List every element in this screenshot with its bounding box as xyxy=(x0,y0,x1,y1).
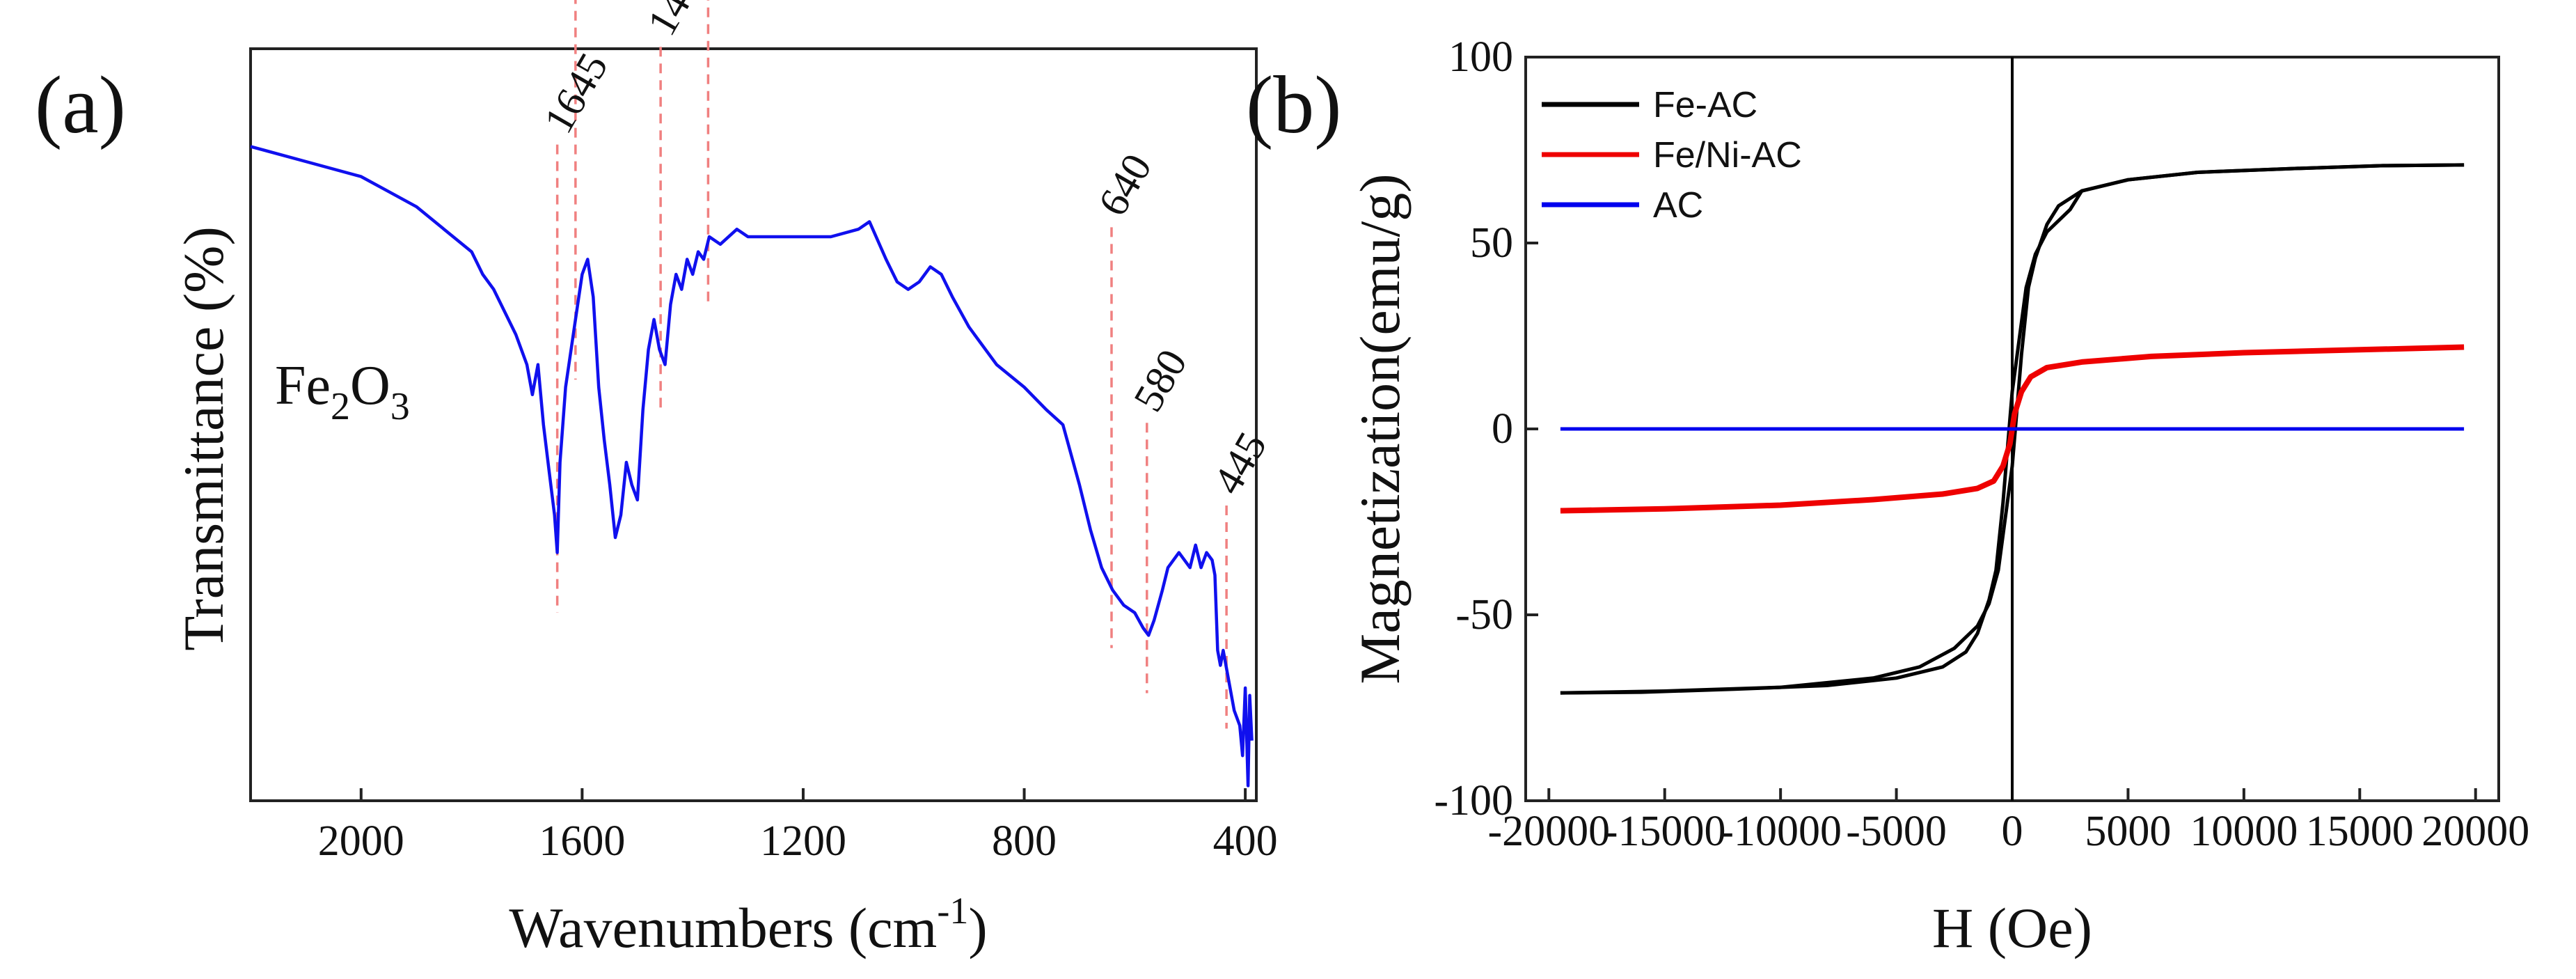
chart-a-y-axis-title: Transmittance (%) xyxy=(172,226,235,651)
chart-b-y-tick-label: 100 xyxy=(1448,33,1513,81)
chart-b-x-axis-title: H (Oe) xyxy=(1932,896,2092,960)
chart-a-peak-labels: 1645159014501370640580445 xyxy=(535,0,1276,502)
chart-a-series-fe2o3 xyxy=(250,145,1254,788)
chart-a-x-ticks: 2000 1600 1200 800 400 xyxy=(318,788,1278,865)
xlabel-main: Wavenumbers (cm xyxy=(509,896,937,960)
chart-a-peak-label: 1450 xyxy=(638,0,720,43)
chart-a-x-tick-label: 400 xyxy=(1213,817,1278,865)
chart-b-series-fe-ac xyxy=(1560,163,2465,695)
chart-b-y-tick-label: -100 xyxy=(1434,777,1513,824)
chart-a-x-tick-label: 1600 xyxy=(539,817,625,865)
compound-sub2: 3 xyxy=(390,385,410,428)
xlabel-close: ) xyxy=(968,896,987,960)
chart-a-peak-label: 580 xyxy=(1125,342,1196,419)
chart-a-compound-label: Fe2O3 xyxy=(275,355,410,428)
chart-b-legend: Fe-AC Fe/Ni-AC AC xyxy=(1542,85,1802,226)
chart-b-y-axis-title: Magnetization(emu/g) xyxy=(1348,173,1412,684)
chart-b-legend-label: Fe/Ni-AC xyxy=(1653,135,1802,175)
chart-a-x-axis-title: Wavenumbers (cm-1) xyxy=(509,890,987,960)
chart-b-x-tick-label: -5000 xyxy=(1846,808,1947,855)
chart-a-peak-label: 445 xyxy=(1204,425,1275,502)
chart-a-peak-label: 640 xyxy=(1089,146,1160,224)
chart-a-x-tick-label: 2000 xyxy=(318,817,404,865)
chart-a-x-tick-label: 1200 xyxy=(760,817,846,865)
chart-b-x-tick-label: -15000 xyxy=(1604,808,1726,855)
chart-a-frame xyxy=(249,47,1258,802)
chart-b-x-tick-label: 0 xyxy=(2002,808,2023,855)
chart-b-x-tick-label: -10000 xyxy=(1719,808,1842,855)
chart-b-x-tick-label: 5000 xyxy=(2085,808,2171,855)
chart-b-ticks: -20000-15000-10000 -5000 0 5000 10000 15000 20… xyxy=(1434,33,2529,855)
chart-b-x-tick-label: 10000 xyxy=(2190,808,2298,855)
chart-b-x-tick-label: 15000 xyxy=(2306,808,2414,855)
chart-b-y-tick-label: 0 xyxy=(1492,405,1513,453)
chart-a-peak-label: 1645 xyxy=(535,45,617,141)
chart-b-panel-label: (b) xyxy=(1246,59,1342,150)
chart-b-series xyxy=(1560,163,2465,695)
compound-base: Fe xyxy=(275,355,331,416)
chart-b-x-tick-label: 20000 xyxy=(2421,808,2529,855)
xlabel-sup: -1 xyxy=(937,890,968,932)
chart-a-panel-label: (a) xyxy=(35,59,126,150)
compound-sub1: 2 xyxy=(331,385,350,428)
chart-b-y-tick-label: -50 xyxy=(1455,591,1513,639)
chart-b-legend-label: AC xyxy=(1653,185,1703,226)
chart-b: (b) -20000-15000-10000 -5000 0 5000 10000 150… xyxy=(1246,33,2529,960)
compound-mid: O xyxy=(350,355,390,416)
chart-b-x-tick-label: -20000 xyxy=(1487,808,1610,855)
chart-b-y-tick-label: 50 xyxy=(1470,219,1513,267)
chart-a-peak-lines xyxy=(555,0,1228,729)
chart-b-legend-label: Fe-AC xyxy=(1653,85,1757,125)
chart-a-x-tick-label: 800 xyxy=(992,817,1057,865)
